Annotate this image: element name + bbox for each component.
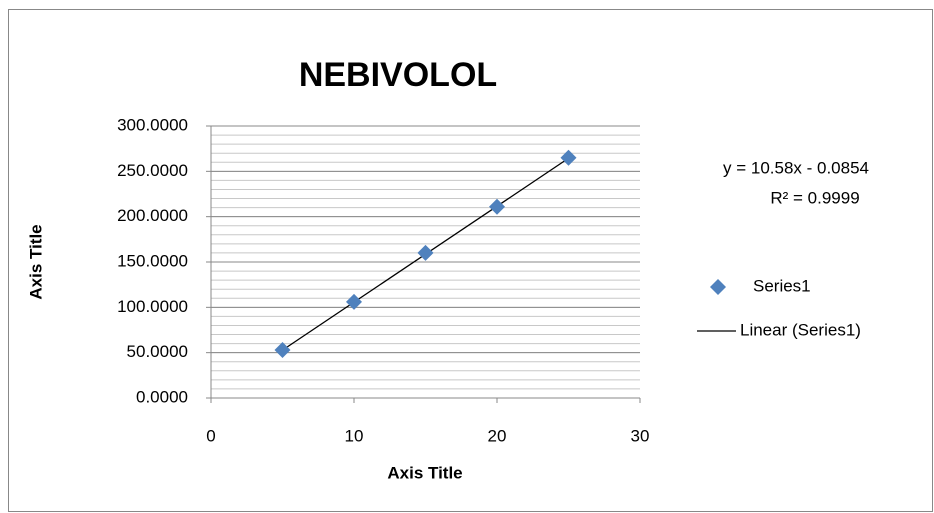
y-tick-label: 300.0000 <box>117 115 188 134</box>
x-axis-title: Axis Title <box>387 463 462 482</box>
r-squared: R² = 0.9999 <box>770 188 859 207</box>
data-point <box>560 149 577 166</box>
y-tick-label: 50.0000 <box>127 342 188 361</box>
trendline-equation: y = 10.58x - 0.0854 <box>723 158 869 177</box>
data-point <box>346 293 362 310</box>
legend-label: Linear (Series1) <box>740 320 861 339</box>
data-point <box>489 198 505 215</box>
legend-label: Series1 <box>753 276 811 295</box>
chart-border <box>8 9 933 512</box>
x-tick-label: 30 <box>631 426 650 445</box>
data-point <box>417 244 434 261</box>
x-tick-label: 20 <box>488 426 507 445</box>
y-tick-label: 150.0000 <box>117 251 188 270</box>
chart-title: NEBIVOLOL <box>299 56 497 94</box>
y-tick-label: 200.0000 <box>117 206 188 225</box>
y-axis-title: Axis Title <box>26 224 45 299</box>
x-tick-label: 10 <box>345 426 364 445</box>
legend-marker <box>710 279 726 295</box>
x-tick-label: 0 <box>206 426 215 445</box>
y-tick-label: 250.0000 <box>117 161 188 180</box>
y-tick-label: 100.0000 <box>117 297 188 316</box>
data-point <box>274 341 291 358</box>
y-tick-label: 0.0000 <box>136 387 188 406</box>
